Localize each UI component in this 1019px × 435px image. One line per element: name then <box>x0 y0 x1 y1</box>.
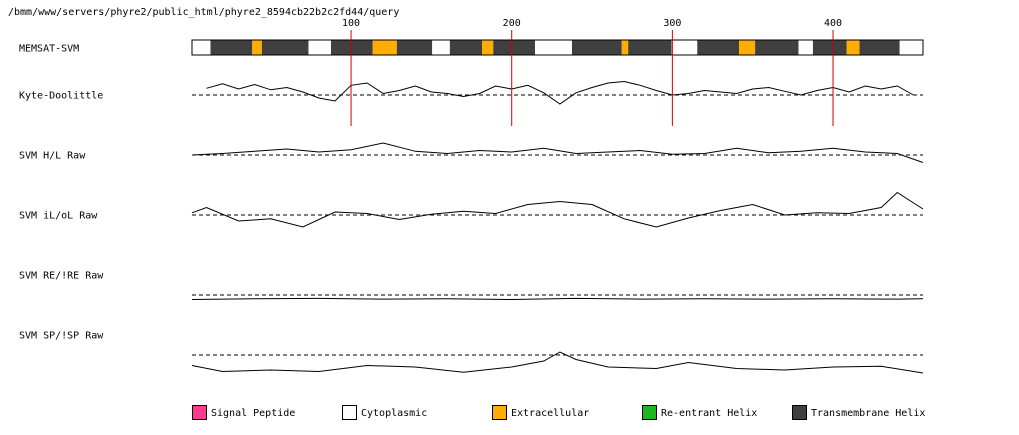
memsat-segment-transmembrane-helix <box>812 40 847 55</box>
legend-label-extracellular: Extracellular <box>511 408 589 419</box>
memsat-segment-cytoplasmic <box>798 40 813 55</box>
series-line-svm-re-re-raw <box>191 297 924 301</box>
track-label-kyte-doolittle: Kyte-Doolittle <box>19 91 103 102</box>
legend-swatch-extracellular <box>492 405 507 420</box>
memsat-segment-transmembrane-helix <box>571 40 622 55</box>
series-line-svm-sp-sp-raw <box>191 351 924 374</box>
raw-score-series <box>191 80 924 374</box>
memsat-segment-transmembrane-helix <box>755 40 799 55</box>
legend: Signal Peptide Cytoplasmic Extracellular Re… <box>192 405 925 420</box>
memsat-segment-extracellular <box>621 40 629 55</box>
x-tick-labels: 100 200 300 400 <box>342 18 842 29</box>
legend-swatch-re-entrant-helix <box>642 405 657 420</box>
legend-swatch-signal-peptide <box>192 405 207 420</box>
memsat-segment-transmembrane-helix <box>330 40 373 55</box>
track-label-svm-h-l-raw: SVM H/L Raw <box>19 151 86 162</box>
memsat-segment-extracellular <box>372 40 397 55</box>
memsat-segment-cytoplasmic <box>192 40 211 55</box>
legend-label-signal-peptide: Signal Peptide <box>211 408 295 419</box>
legend-label-re-entrant-helix: Re-entrant Helix <box>661 408 757 419</box>
x-tick-label: 200 <box>503 18 521 29</box>
x-tick-label: 100 <box>342 18 360 29</box>
memsat-segment-transmembrane-helix <box>396 40 433 55</box>
memsat-segment-cytoplasmic <box>671 40 698 55</box>
memsat-segment-transmembrane-helix <box>493 40 536 55</box>
x-tick-label: 300 <box>663 18 681 29</box>
memsat-segment-extracellular <box>252 40 262 55</box>
memsat-segment-transmembrane-helix <box>449 40 482 55</box>
memsat-segment-transmembrane-helix <box>210 40 253 55</box>
track-label-svm-il-ol-raw: SVM iL/oL Raw <box>19 211 98 222</box>
memsat-segment-extracellular <box>739 40 756 55</box>
series-line-svm-h-l-raw <box>191 142 924 163</box>
memsat-segment-transmembrane-helix <box>628 40 672 55</box>
memsat-segment-transmembrane-helix <box>859 40 900 55</box>
track-label-svm-re-re-raw: SVM RE/!RE Raw <box>19 271 104 282</box>
legend-label-cytoplasmic: Cytoplasmic <box>361 408 427 419</box>
memsat-segment-cytoplasmic <box>535 40 572 55</box>
memsat-segment-extracellular <box>481 40 494 55</box>
memsat-segment-transmembrane-helix <box>697 40 740 55</box>
x-tick-label: 400 <box>824 18 842 29</box>
memsat-segment-extracellular <box>846 40 860 55</box>
series-line-svm-il-ol-raw <box>191 191 924 228</box>
memsat-track-frame <box>191 39 924 56</box>
legend-label-transmembrane-helix: Transmembrane Helix <box>811 408 925 419</box>
track-label-svm-sp-sp-raw: SVM SP/!SP Raw <box>19 331 104 342</box>
track-labels: MEMSAT-SVM Kyte-Doolittle SVM H/L Raw SVM i… <box>19 44 104 342</box>
memsat-segment-cytoplasmic <box>432 40 450 55</box>
memsat-topology-track <box>191 39 924 56</box>
legend-swatch-cytoplasmic <box>342 405 357 420</box>
memsat-segment-transmembrane-helix <box>261 40 309 55</box>
series-line-kyte-doolittle <box>206 80 914 105</box>
track-label-memsat-svm: MEMSAT-SVM <box>19 44 79 55</box>
query-path-title: /bmm/www/servers/phyre2/public_html/phyr… <box>8 7 399 18</box>
legend-swatch-transmembrane-helix <box>792 405 807 420</box>
memsat-segment-cytoplasmic <box>899 40 923 55</box>
memsat-segment-cytoplasmic <box>308 40 331 55</box>
residue-markers <box>350 30 834 126</box>
